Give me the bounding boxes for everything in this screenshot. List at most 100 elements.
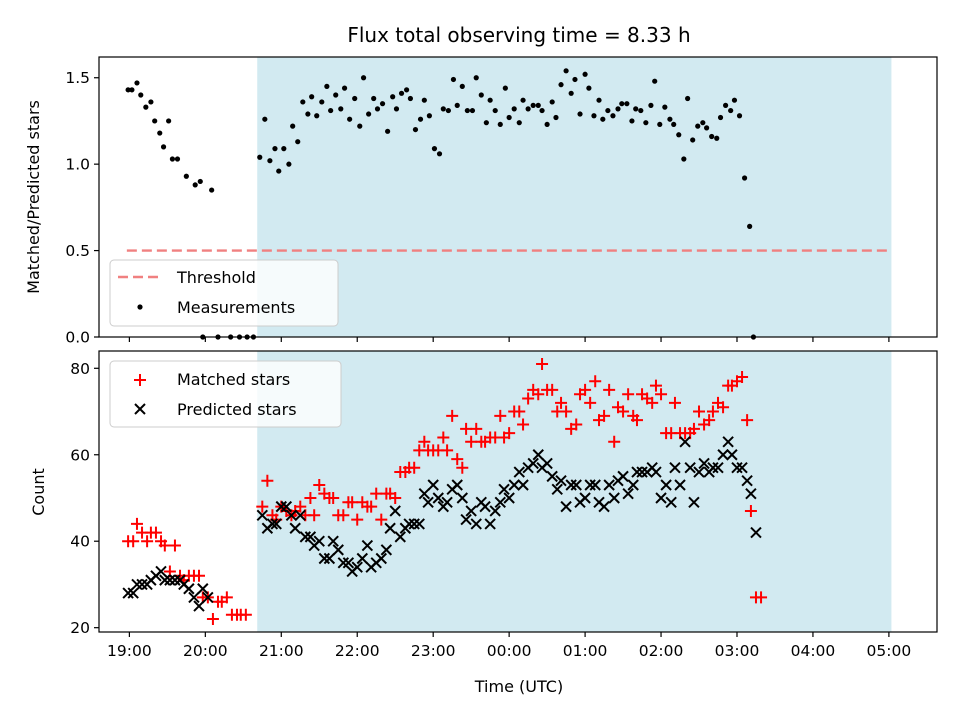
predicted-star-point [375, 552, 387, 565]
measurement-point [148, 99, 154, 105]
predicted-star-point [655, 492, 667, 504]
matched-star-point [294, 500, 307, 513]
matched-star-point [617, 405, 630, 418]
predicted-star-point [508, 479, 520, 491]
predicted-star-point [741, 474, 753, 487]
predicted-star-point [193, 600, 205, 612]
matched-star-point [351, 513, 364, 526]
predicted-star-point [745, 487, 757, 500]
matched-star-point [256, 500, 269, 513]
legend-threshold-label: Threshold [176, 268, 256, 287]
predicted-star-point [513, 466, 525, 478]
x-tick-label: 23:00 [411, 642, 456, 660]
measurement-point [525, 106, 531, 112]
measurement-point [160, 144, 167, 150]
x-tick-label: 22:00 [335, 642, 380, 660]
matched-star-point [370, 487, 383, 500]
x-tick-label: 04:00 [791, 642, 836, 660]
measurement-point [695, 123, 701, 129]
predicted-star-point [608, 492, 620, 504]
measurement-point [459, 83, 465, 89]
measurement-point [568, 90, 574, 96]
x-tick-label: 20:00 [183, 642, 228, 660]
predicted-star-point [418, 487, 431, 500]
matched-star-point [494, 409, 507, 422]
matched-star-point [555, 396, 568, 409]
predicted-star-point [432, 492, 444, 504]
predicted-star-point [617, 470, 629, 483]
x-tick-label: 05:00 [867, 642, 912, 660]
predicted-star-point [266, 518, 279, 530]
measurement-point [610, 113, 616, 119]
predicted-star-point [669, 462, 681, 474]
predicted-star-point [389, 505, 401, 517]
predicted-star-point [299, 531, 312, 543]
measurement-point [619, 101, 625, 107]
matched-star-point [513, 405, 526, 418]
measurement-point [385, 128, 391, 134]
measurement-point [319, 99, 325, 105]
measurement-point [347, 116, 353, 122]
measurement-point [417, 116, 424, 122]
measurement-point [544, 121, 550, 128]
predicted-star-point [707, 462, 719, 474]
predicted-star-point [665, 496, 677, 509]
predicted-star-point [717, 449, 729, 461]
measurement-point [129, 87, 135, 93]
predicted-star-point [712, 462, 724, 474]
measurement-point [473, 75, 479, 81]
predicted-star-point [285, 509, 298, 521]
predicted-star-point [408, 518, 420, 530]
top-y-axis-label: Matched/Predicted stars [24, 100, 43, 294]
bottom-shaded-interval [257, 351, 892, 632]
matched-star-point [646, 396, 659, 409]
predicted-star-point [498, 483, 510, 496]
matched-star-point [503, 427, 516, 440]
measurement-point [572, 76, 578, 83]
legend-matched-label: Matched stars [177, 370, 290, 389]
bottom-y-tick-label: 40 [70, 533, 90, 551]
predicted-star-point [456, 492, 469, 504]
measurement-point [643, 120, 649, 126]
measurement-point [676, 132, 682, 138]
measurement-point [157, 130, 163, 136]
predicted-star-point [361, 539, 374, 552]
top-panel: 0.0 0.5 1.0 1.5 Matched/Predicted stars Thr… [24, 56, 938, 347]
matched-star-point [522, 392, 535, 405]
predicted-star-point [294, 509, 306, 521]
measurement-point [138, 92, 144, 98]
matched-star-point [532, 388, 545, 401]
predicted-star-point [256, 509, 269, 521]
measurement-point [577, 111, 583, 117]
measurement-point [717, 114, 724, 121]
measurement-point [657, 121, 663, 128]
matched-star-point [206, 613, 219, 626]
matched-star-point [741, 414, 754, 427]
predicted-star-point [422, 496, 434, 509]
predicted-star-point [541, 457, 553, 470]
matched-star-point [337, 509, 350, 522]
predicted-star-point [479, 500, 491, 513]
measurement-point [681, 156, 687, 162]
predicted-star-point [726, 449, 738, 461]
top-axes-frame [98, 56, 938, 338]
matched-star-point [589, 375, 602, 388]
matched-star-point [717, 401, 730, 414]
measurement-point [209, 187, 215, 193]
predicted-star-point [337, 557, 350, 569]
matched-star-point [603, 383, 616, 396]
measurement-point [535, 102, 541, 108]
predicted-star-point [532, 449, 544, 461]
x-tick-label: 02:00 [639, 642, 684, 660]
matched-star-point [668, 396, 681, 409]
measurement-point [648, 102, 654, 108]
predicted-star-point [356, 552, 369, 565]
measurement-point [174, 156, 181, 162]
predicted-star-point [722, 436, 734, 448]
predicted-star-point [304, 531, 317, 543]
measurement-point [487, 97, 493, 103]
predicted-star-point [579, 492, 591, 504]
measurement-point [169, 156, 176, 162]
matched-star-point [755, 591, 768, 604]
matched-star-point [456, 461, 469, 474]
